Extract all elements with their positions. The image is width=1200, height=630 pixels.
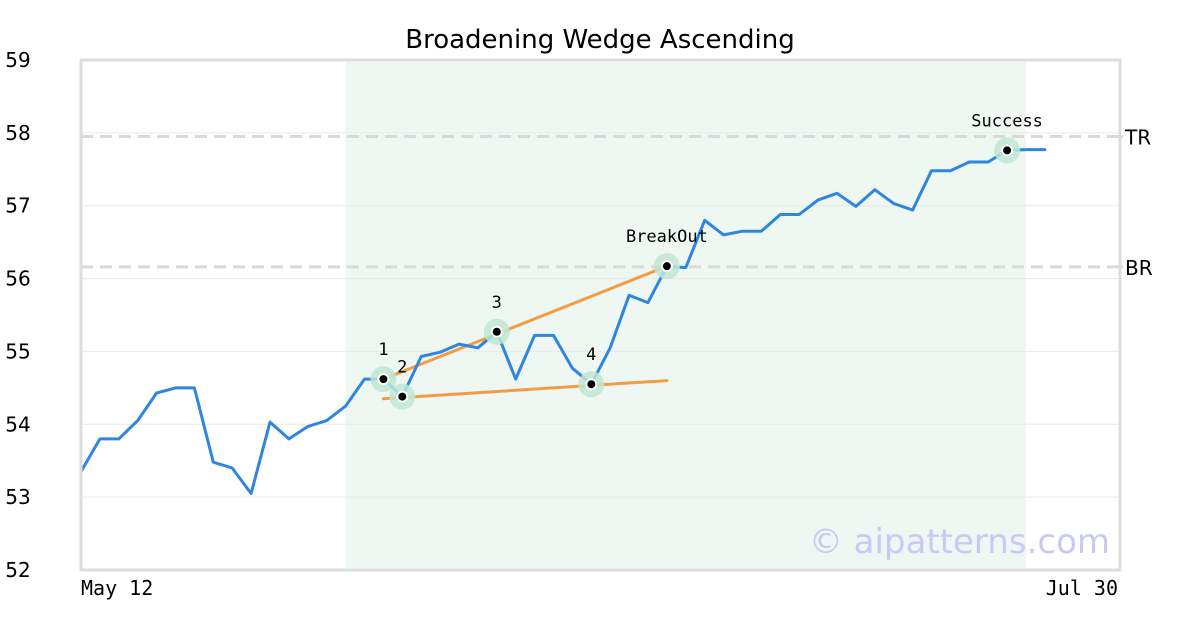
trendline — [381, 379, 669, 401]
marker-dot — [379, 375, 388, 384]
pattern-markers: 12 3 4 BreakOut Success — [370, 111, 1043, 410]
marker-label: 2 — [397, 358, 407, 378]
x-tick-label: Jul 30 — [1046, 576, 1118, 600]
x-axis-ticks: May 12 Jul 30 — [81, 576, 1118, 600]
highlight-region — [345, 62, 1027, 568]
y-tick-label: 59 — [5, 48, 30, 72]
marker-label: 4 — [586, 345, 596, 365]
plot-frame — [79, 58, 1122, 572]
highlight-band — [345, 62, 1027, 568]
reference-line-label: TR — [1124, 126, 1151, 150]
marker-dot — [398, 392, 407, 401]
trendline — [381, 264, 669, 381]
marker-label: 3 — [492, 293, 502, 313]
marker-label: BreakOut — [626, 227, 708, 247]
reference-lines: TR BR — [81, 126, 1153, 280]
reference-line-label: BR — [1125, 256, 1153, 280]
y-tick-label: 57 — [5, 194, 30, 218]
price-series — [79, 148, 1047, 495]
marker-label: Success — [971, 111, 1043, 131]
marker-dot — [1003, 146, 1012, 155]
marker-dot — [587, 380, 596, 389]
x-tick-label: May 12 — [81, 576, 153, 600]
watermark: © aipatterns.com — [809, 522, 1110, 562]
marker-dot — [492, 327, 501, 336]
chart-title: Broadening Wedge Ascending — [405, 25, 795, 55]
y-tick-label: 54 — [5, 412, 30, 436]
gridlines — [81, 132, 1120, 498]
marker-label: 1 — [378, 340, 388, 360]
y-tick-label: 55 — [5, 339, 30, 363]
y-tick-label: 58 — [5, 121, 30, 145]
series-line — [79, 148, 1047, 495]
trendlines — [381, 264, 669, 401]
marker-dot — [662, 262, 671, 271]
y-tick-label: 56 — [5, 267, 30, 291]
y-tick-label: 52 — [5, 558, 30, 582]
y-tick-label: 53 — [5, 485, 30, 509]
y-axis-ticks: 52 53 54 55 56 57 58 59 — [5, 48, 30, 582]
